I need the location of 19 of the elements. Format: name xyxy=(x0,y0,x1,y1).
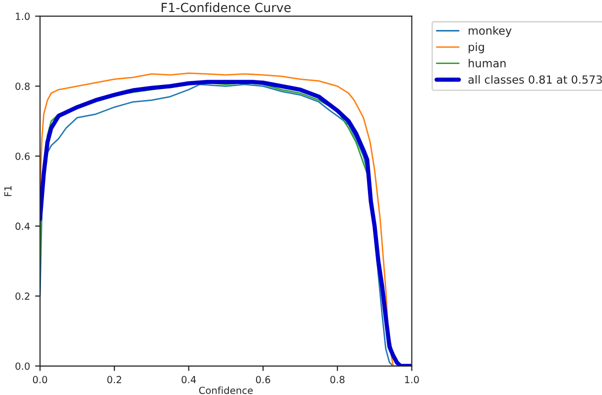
y-axis-title: F1 xyxy=(4,186,12,196)
x-tick-label: 0.6 xyxy=(256,376,270,384)
legend-label: monkey xyxy=(468,26,512,37)
x-tick-label: 0.0 xyxy=(32,376,48,384)
legend-label: pig xyxy=(468,42,484,54)
legend-label: human xyxy=(468,58,506,68)
y-tick-label: 0.6 xyxy=(15,152,30,160)
y-tick-label: 0.2 xyxy=(15,292,30,300)
x-tick-label: 1.0 xyxy=(405,376,419,384)
y-tick-label: 1.0 xyxy=(16,12,30,20)
legend-label: all classes 0.81 at 0.573 xyxy=(468,75,602,84)
x-tick-label: 0.4 xyxy=(182,376,196,384)
chart-title: F1-Confidence Curve xyxy=(162,2,291,12)
x-tick-label: 0.8 xyxy=(330,376,344,384)
y-tick-label: 0.8 xyxy=(15,82,30,90)
y-tick-label: 0.0 xyxy=(15,362,30,370)
y-tick-label: 0.4 xyxy=(15,222,30,230)
x-tick-label: 0.2 xyxy=(107,376,122,384)
x-axis-title: Confidence xyxy=(199,386,253,394)
